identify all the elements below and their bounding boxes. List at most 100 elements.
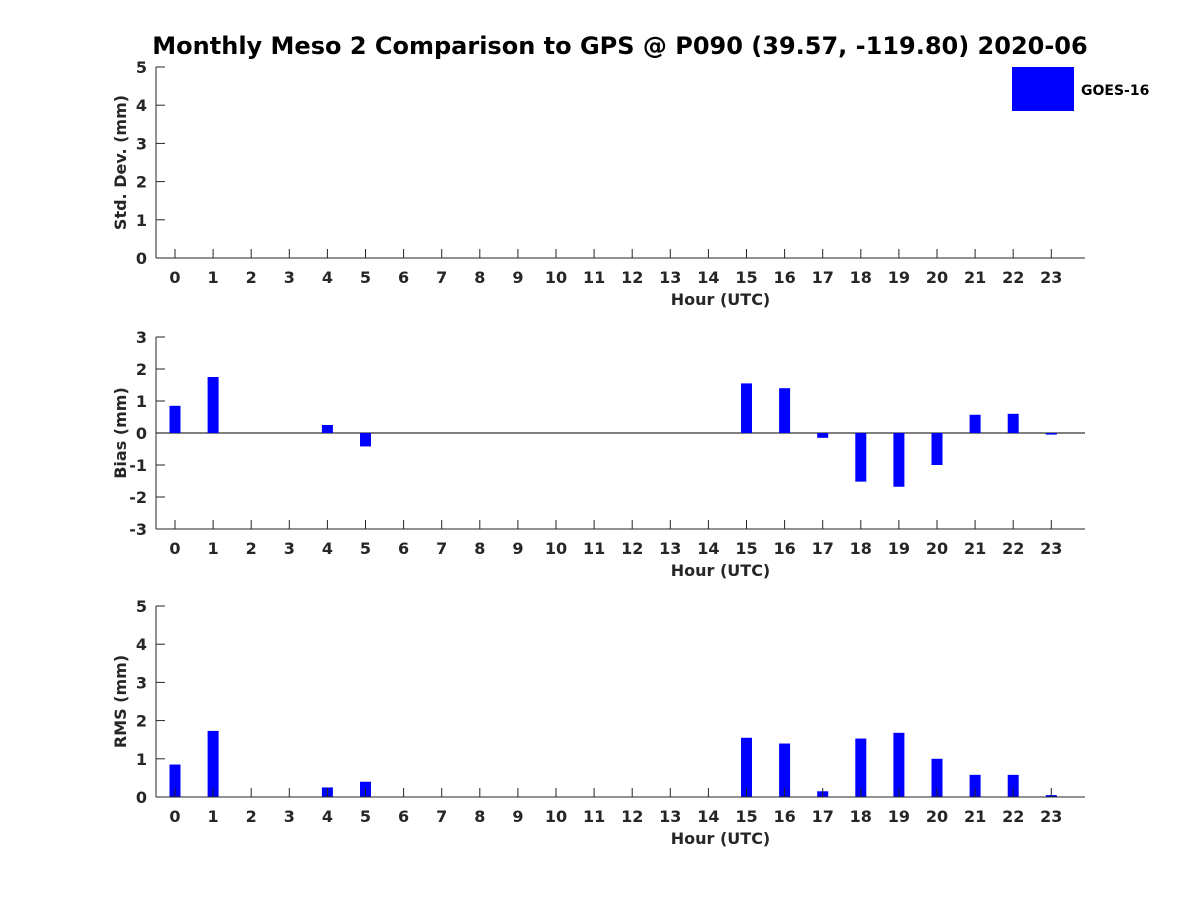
bar-hour-5 — [360, 433, 371, 447]
bar-hour-16 — [779, 388, 791, 433]
x-tick-label: 12 — [621, 268, 643, 287]
x-tick-label: 14 — [697, 268, 719, 287]
y-tick-label: 3 — [136, 134, 147, 153]
y-tick-label: 4 — [136, 635, 147, 654]
x-tick-label: 20 — [926, 539, 948, 558]
x-tick-label: 16 — [773, 268, 795, 287]
x-tick-label: 23 — [1040, 539, 1062, 558]
bar-hour-18 — [855, 433, 867, 482]
x-tick-label: 8 — [474, 807, 485, 826]
y-tick-label: 1 — [136, 750, 147, 769]
x-tick-label: 20 — [926, 807, 948, 826]
x-tick-label: 19 — [888, 539, 910, 558]
x-tick-label: 15 — [735, 539, 757, 558]
legend-label: GOES-16 — [1081, 83, 1149, 99]
bar-hour-15 — [741, 737, 752, 797]
bar-hour-20 — [931, 433, 943, 465]
x-tick-label: 11 — [583, 268, 605, 287]
x-tick-label: 12 — [621, 807, 643, 826]
x-tick-label: 5 — [360, 539, 371, 558]
x-tick-label: 22 — [1002, 268, 1024, 287]
bar-hour-1 — [207, 730, 219, 797]
y-tick-label: 2 — [136, 360, 147, 379]
x-tick-label: 7 — [436, 807, 447, 826]
bar-hour-0 — [169, 405, 181, 433]
chart-title: Monthly Meso 2 Comparison to GPS @ P090 … — [152, 32, 1087, 60]
x-tick-label: 9 — [512, 807, 523, 826]
y-tick-label: -1 — [129, 456, 147, 475]
x-tick-label: 21 — [964, 539, 986, 558]
x-tick-label: 9 — [512, 268, 523, 287]
bar-hour-21 — [969, 414, 981, 433]
x-tick-label: 2 — [246, 268, 257, 287]
x-tick-label: 21 — [964, 807, 986, 826]
y-tick-label: 1 — [136, 211, 147, 230]
bar-hour-16 — [779, 743, 791, 797]
x-axis-label: Hour (UTC) — [671, 829, 771, 848]
y-tick-label: 3 — [136, 673, 147, 692]
x-tick-label: 7 — [436, 268, 447, 287]
y-tick-label: -3 — [129, 520, 147, 539]
x-tick-label: 5 — [360, 268, 371, 287]
x-tick-label: 9 — [512, 539, 523, 558]
x-tick-label: 22 — [1002, 807, 1024, 826]
y-tick-label: 0 — [136, 249, 147, 268]
x-tick-label: 15 — [735, 268, 757, 287]
x-tick-label: 14 — [697, 807, 719, 826]
x-tick-label: 11 — [583, 539, 605, 558]
x-tick-label: 20 — [926, 268, 948, 287]
x-tick-label: 1 — [208, 268, 219, 287]
x-tick-label: 18 — [850, 807, 872, 826]
y-tick-label: 5 — [136, 58, 147, 77]
x-tick-label: 3 — [284, 807, 295, 826]
x-tick-label: 4 — [322, 539, 333, 558]
x-tick-label: 0 — [169, 539, 180, 558]
x-tick-label: 7 — [436, 539, 447, 558]
bar-hour-18 — [855, 738, 867, 797]
x-tick-label: 19 — [888, 268, 910, 287]
x-tick-label: 21 — [964, 268, 986, 287]
x-tick-label: 1 — [208, 807, 219, 826]
bar-hour-22 — [1007, 413, 1019, 433]
x-tick-label: 10 — [545, 268, 567, 287]
x-tick-label: 10 — [545, 539, 567, 558]
bar-hour-17 — [817, 433, 829, 438]
x-tick-label: 23 — [1040, 268, 1062, 287]
y-tick-label: 4 — [136, 96, 147, 115]
x-tick-label: 13 — [659, 268, 681, 287]
x-tick-label: 6 — [398, 807, 409, 826]
x-tick-label: 17 — [812, 807, 834, 826]
x-tick-label: 10 — [545, 807, 567, 826]
x-tick-label: 6 — [398, 539, 409, 558]
x-tick-label: 16 — [773, 807, 795, 826]
bar-hour-22 — [1007, 774, 1019, 797]
legend: GOES-16 — [1012, 67, 1149, 111]
bar-hour-21 — [969, 774, 981, 797]
x-tick-label: 17 — [812, 539, 834, 558]
x-tick-label: 8 — [474, 268, 485, 287]
x-tick-label: 8 — [474, 539, 485, 558]
x-tick-label: 18 — [850, 268, 872, 287]
x-tick-label: 13 — [659, 807, 681, 826]
y-axis-label: RMS (mm) — [111, 655, 130, 748]
x-tick-label: 23 — [1040, 807, 1062, 826]
x-tick-label: 17 — [812, 268, 834, 287]
x-tick-label: 2 — [246, 539, 257, 558]
y-tick-label: 0 — [136, 788, 147, 807]
x-tick-label: 14 — [697, 539, 719, 558]
bar-hour-19 — [893, 732, 905, 797]
x-tick-label: 4 — [322, 268, 333, 287]
x-axis-label: Hour (UTC) — [671, 561, 771, 580]
x-tick-label: 3 — [284, 539, 295, 558]
y-tick-label: 0 — [136, 424, 147, 443]
x-tick-label: 15 — [735, 807, 757, 826]
x-tick-label: 4 — [322, 807, 333, 826]
x-tick-label: 5 — [360, 807, 371, 826]
x-tick-label: 11 — [583, 807, 605, 826]
x-tick-label: 22 — [1002, 539, 1024, 558]
